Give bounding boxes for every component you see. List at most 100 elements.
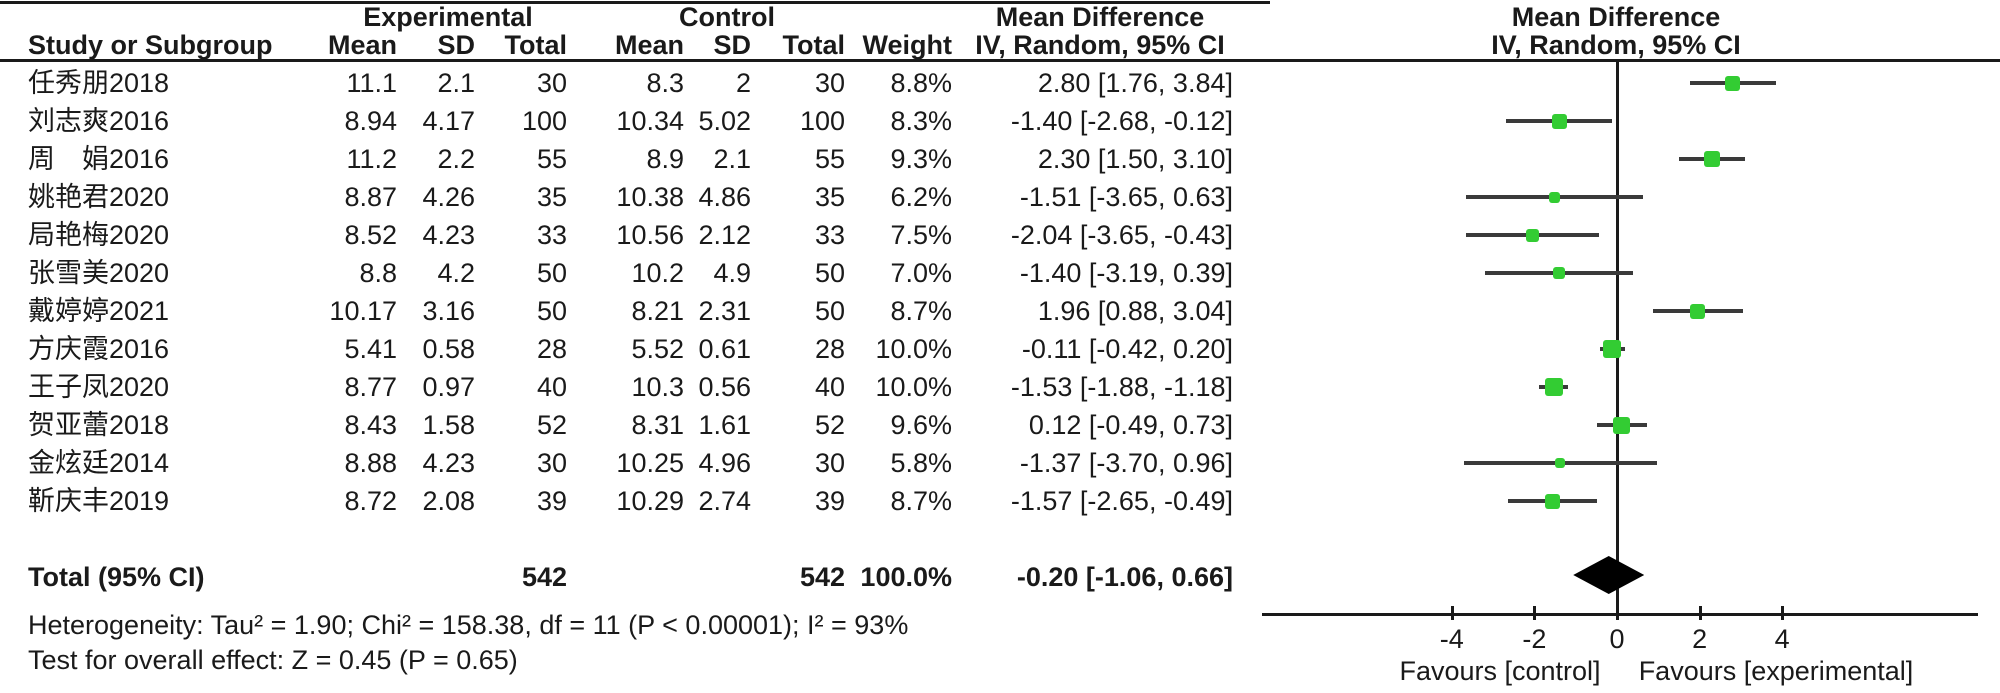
table-cell-ci_text: -1.40 [-2.68, -0.12] bbox=[1010, 106, 1233, 136]
table-cell-total2: 50 bbox=[814, 296, 845, 326]
table-cell-total1: 35 bbox=[536, 182, 567, 212]
table-cell-total1: 30 bbox=[536, 68, 567, 98]
table-cell-ci_text: -1.37 [-3.70, 0.96] bbox=[1019, 448, 1233, 478]
favours-control-label: Favours [control] bbox=[1399, 656, 1601, 686]
table-cell-total1: 39 bbox=[536, 486, 567, 516]
point-estimate-marker bbox=[1603, 340, 1622, 358]
table-cell-sd2: 2.31 bbox=[698, 296, 751, 326]
x-axis-tick-label: 2 bbox=[1692, 624, 1708, 654]
table-cell-sd2: 5.02 bbox=[698, 106, 751, 136]
table-cell-sd1: 4.23 bbox=[422, 220, 475, 250]
table-cell-sd1: 4.2 bbox=[437, 258, 475, 288]
table-cell-total2: 55 bbox=[814, 144, 845, 174]
total-row-ci: -0.20 [-1.06, 0.66] bbox=[1016, 562, 1233, 592]
table-cell-weight: 10.0% bbox=[875, 334, 952, 364]
table-cell-mean2: 10.25 bbox=[616, 448, 684, 478]
table-cell-ci_text: -0.11 [-0.42, 0.20] bbox=[1021, 334, 1233, 364]
table-cell-sd1: 2.08 bbox=[422, 486, 475, 516]
table-cell-total2: 39 bbox=[814, 486, 845, 516]
column-header-weight: Weight bbox=[862, 30, 953, 60]
heterogeneity-stats: Heterogeneity: Tau² = 1.90; Chi² = 158.3… bbox=[28, 610, 909, 640]
point-estimate-marker bbox=[1703, 151, 1720, 167]
column-header-total-exp: Total bbox=[504, 30, 568, 60]
table-cell-mean1: 11.1 bbox=[346, 68, 397, 98]
x-axis-tick-label: -2 bbox=[1522, 624, 1547, 654]
table-cell-mean2: 10.29 bbox=[616, 486, 684, 516]
table-cell-ci_text: 1.96 [0.88, 3.04] bbox=[1037, 296, 1233, 326]
table-cell-name: 刘志爽2016 bbox=[28, 106, 170, 136]
x-axis-tick bbox=[1533, 606, 1537, 620]
table-cell-mean2: 10.56 bbox=[616, 220, 684, 250]
point-estimate-marker bbox=[1549, 191, 1561, 203]
table-cell-name: 王子凤2020 bbox=[28, 372, 170, 402]
x-axis-line bbox=[1262, 613, 1978, 616]
effect-column-subtitle: IV, Random, 95% CI bbox=[975, 30, 1225, 60]
table-cell-mean2: 8.31 bbox=[631, 410, 684, 440]
x-axis-tick bbox=[1450, 606, 1454, 620]
table-cell-ci_text: 2.80 [1.76, 3.84] bbox=[1037, 68, 1233, 98]
plot-column-subtitle: IV, Random, 95% CI bbox=[1491, 30, 1741, 60]
table-cell-weight: 9.3% bbox=[890, 144, 952, 174]
table-cell-weight: 7.0% bbox=[890, 258, 952, 288]
x-axis-tick-label: 0 bbox=[1609, 624, 1625, 654]
table-cell-sd1: 4.23 bbox=[422, 448, 475, 478]
table-cell-mean2: 10.3 bbox=[631, 372, 684, 402]
table-cell-total2: 40 bbox=[814, 372, 845, 402]
point-estimate-marker bbox=[1613, 416, 1631, 434]
table-cell-mean1: 8.52 bbox=[344, 220, 397, 250]
table-cell-total1: 50 bbox=[536, 296, 567, 326]
table-cell-weight: 6.2% bbox=[890, 182, 952, 212]
table-cell-total2: 50 bbox=[814, 258, 845, 288]
x-axis-tick bbox=[1698, 606, 1702, 620]
table-cell-total1: 52 bbox=[536, 410, 567, 440]
table-cell-weight: 8.8% bbox=[890, 68, 952, 98]
table-cell-name: 姚艳君2020 bbox=[28, 182, 170, 212]
table-cell-sd2: 0.56 bbox=[698, 372, 751, 402]
table-cell-mean1: 8.77 bbox=[344, 372, 397, 402]
zero-effect-line bbox=[1616, 62, 1619, 616]
table-cell-total1: 33 bbox=[536, 220, 567, 250]
table-cell-mean1: 8.88 bbox=[344, 448, 397, 478]
point-estimate-marker bbox=[1544, 493, 1560, 509]
point-estimate-marker bbox=[1725, 75, 1741, 91]
table-cell-name: 戴婷婷2021 bbox=[28, 296, 170, 326]
top-rule bbox=[0, 1, 1270, 4]
table-cell-sd2: 0.61 bbox=[698, 334, 751, 364]
table-cell-ci_text: 0.12 [-0.49, 0.73] bbox=[1028, 410, 1233, 440]
x-axis-tick bbox=[1781, 606, 1785, 620]
table-cell-sd1: 2.1 bbox=[437, 68, 475, 98]
table-cell-mean2: 8.9 bbox=[646, 144, 684, 174]
table-cell-mean1: 8.8 bbox=[359, 258, 397, 288]
overall-effect-test: Test for overall effect: Z = 0.45 (P = 0… bbox=[28, 645, 518, 675]
point-estimate-marker bbox=[1555, 458, 1566, 468]
table-cell-total1: 50 bbox=[536, 258, 567, 288]
table-cell-name: 局艳梅2020 bbox=[28, 220, 170, 250]
table-cell-mean2: 10.34 bbox=[616, 106, 684, 136]
column-header-mean-exp: Mean bbox=[327, 30, 397, 60]
total-row-ctrl-n: 542 bbox=[799, 562, 845, 592]
table-cell-sd1: 0.97 bbox=[422, 372, 475, 402]
x-axis-tick-label: -4 bbox=[1439, 624, 1464, 654]
table-cell-weight: 8.3% bbox=[890, 106, 952, 136]
table-cell-ci_text: -1.57 [-2.65, -0.49] bbox=[1010, 486, 1233, 516]
column-header-total-ctrl: Total bbox=[782, 30, 846, 60]
table-cell-name: 靳庆丰2019 bbox=[28, 486, 170, 516]
table-cell-mean1: 10.17 bbox=[329, 296, 397, 326]
point-estimate-marker bbox=[1690, 303, 1706, 319]
table-cell-mean2: 10.2 bbox=[631, 258, 684, 288]
total-row-label: Total (95% CI) bbox=[28, 562, 205, 592]
table-cell-sd1: 0.58 bbox=[422, 334, 475, 364]
table-cell-total2: 33 bbox=[814, 220, 845, 250]
table-cell-sd1: 4.17 bbox=[422, 106, 475, 136]
column-header-study: Study or Subgroup bbox=[28, 30, 273, 60]
table-cell-weight: 7.5% bbox=[890, 220, 952, 250]
table-cell-mean1: 5.41 bbox=[344, 334, 397, 364]
table-cell-sd2: 4.86 bbox=[698, 182, 751, 212]
table-cell-ci_text: -2.04 [-3.65, -0.43] bbox=[1010, 220, 1233, 250]
table-cell-weight: 8.7% bbox=[890, 486, 952, 516]
effect-column-title: Mean Difference bbox=[995, 2, 1205, 32]
table-cell-total2: 35 bbox=[814, 182, 845, 212]
column-group-control: Control bbox=[679, 2, 775, 32]
table-cell-sd2: 2.1 bbox=[713, 144, 751, 174]
